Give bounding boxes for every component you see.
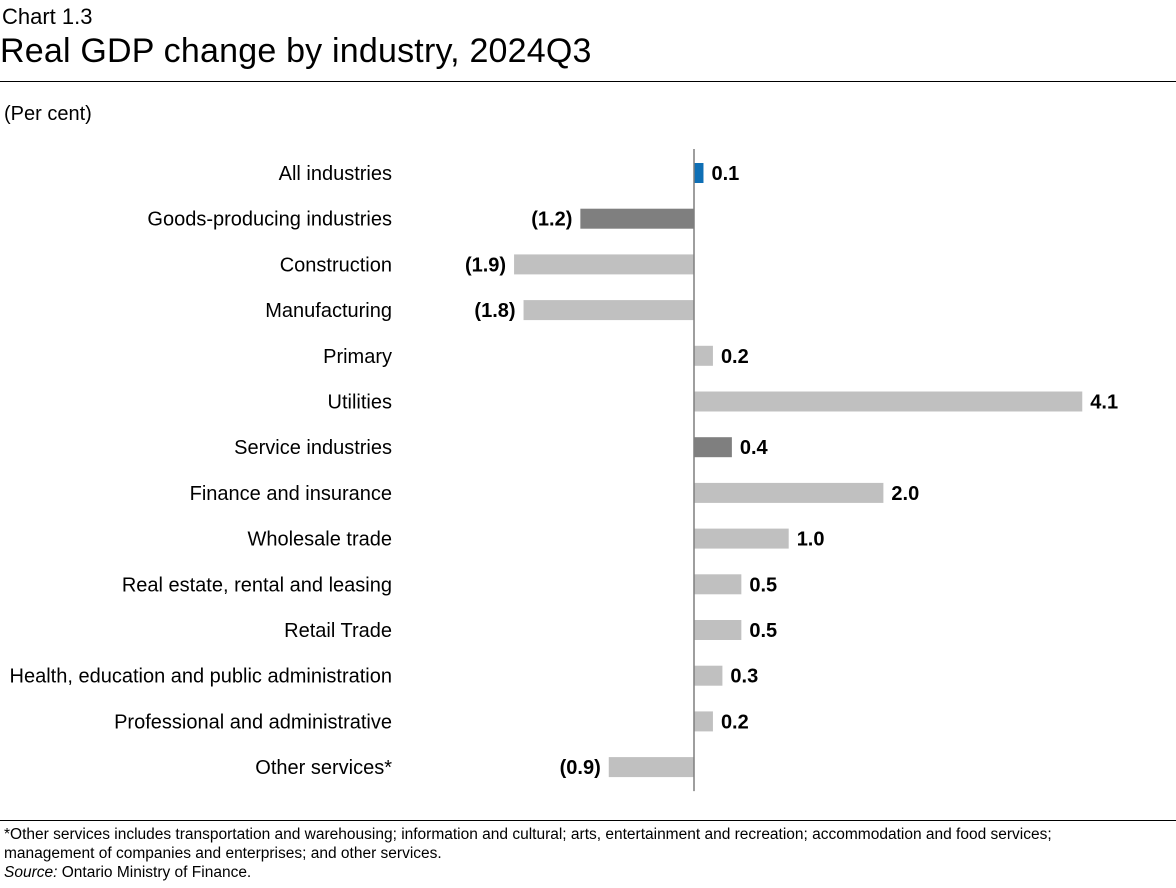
bar: [694, 665, 723, 686]
value-label: (1.2): [531, 209, 572, 231]
value-labels: 0.1 (1.2) (1.9) (1.8) 0.2 4.1 0.4 2.0 1.0 0.5 0.5 0…: [465, 163, 1118, 779]
source-text: Ontario Ministry of Finance.: [57, 864, 252, 881]
value-label: 4.1: [1090, 392, 1118, 414]
value-label: 0.3: [730, 666, 758, 688]
category-label: Real estate, rental and leasing: [122, 574, 392, 596]
category-label: Finance and insurance: [190, 483, 392, 505]
chart-number: Chart 1.3: [2, 4, 93, 29]
title-divider: [0, 81, 1176, 82]
value-label: (1.9): [465, 254, 506, 276]
category-labels: All industries Goods-producing industries…: [10, 163, 393, 779]
value-label: 0.2: [721, 346, 749, 368]
value-label: 0.2: [721, 711, 749, 733]
bar: [608, 757, 694, 778]
footer-divider: [0, 820, 1176, 821]
bar: [694, 711, 713, 732]
bar: [694, 345, 713, 366]
category-label: Service industries: [234, 437, 392, 459]
bar: [694, 163, 704, 183]
value-label: 2.0: [891, 483, 919, 505]
category-label: Manufacturing: [265, 300, 392, 322]
bar: [694, 528, 789, 549]
bar: [694, 620, 742, 640]
chart-title: Real GDP change by industry, 2024Q3: [0, 32, 592, 70]
value-label: 0.5: [749, 620, 777, 642]
category-label: Wholesale trade: [247, 529, 392, 551]
value-label: 1.0: [797, 529, 825, 551]
bar: [523, 300, 694, 321]
category-label: Professional and administrative: [114, 711, 392, 733]
value-label: (1.8): [474, 300, 515, 322]
category-label: Goods-producing industries: [147, 209, 392, 231]
value-label: 0.5: [749, 574, 777, 596]
category-label: Primary: [323, 346, 392, 368]
bars: [514, 163, 1083, 778]
source-note: Source: Ontario Ministry of Finance.: [4, 863, 251, 882]
category-label: All industries: [279, 163, 392, 185]
category-label: Construction: [280, 254, 392, 276]
units-label: (Per cent): [4, 103, 92, 125]
bar: [694, 574, 742, 595]
category-label: Other services*: [255, 757, 392, 779]
footnote-line-1: *Other services includes transportation …: [4, 826, 1052, 843]
source-label: Source:: [4, 864, 58, 881]
bar: [514, 254, 694, 275]
value-label: 0.4: [740, 437, 769, 459]
bar: [694, 437, 732, 458]
bar-chart: All industries Goods-producing industries…: [10, 149, 1118, 792]
category-label: Utilities: [328, 392, 392, 414]
value-label: 0.1: [711, 163, 739, 185]
footnote: *Other services includes transportation …: [4, 825, 1164, 863]
bar: [580, 208, 694, 229]
category-label: Health, education and public administrat…: [10, 666, 392, 688]
bar: [694, 482, 884, 503]
footnote-line-2: management of companies and enterprises;…: [4, 845, 442, 862]
category-label: Retail Trade: [284, 620, 392, 642]
bar: [694, 391, 1083, 412]
value-label: (0.9): [560, 757, 601, 779]
